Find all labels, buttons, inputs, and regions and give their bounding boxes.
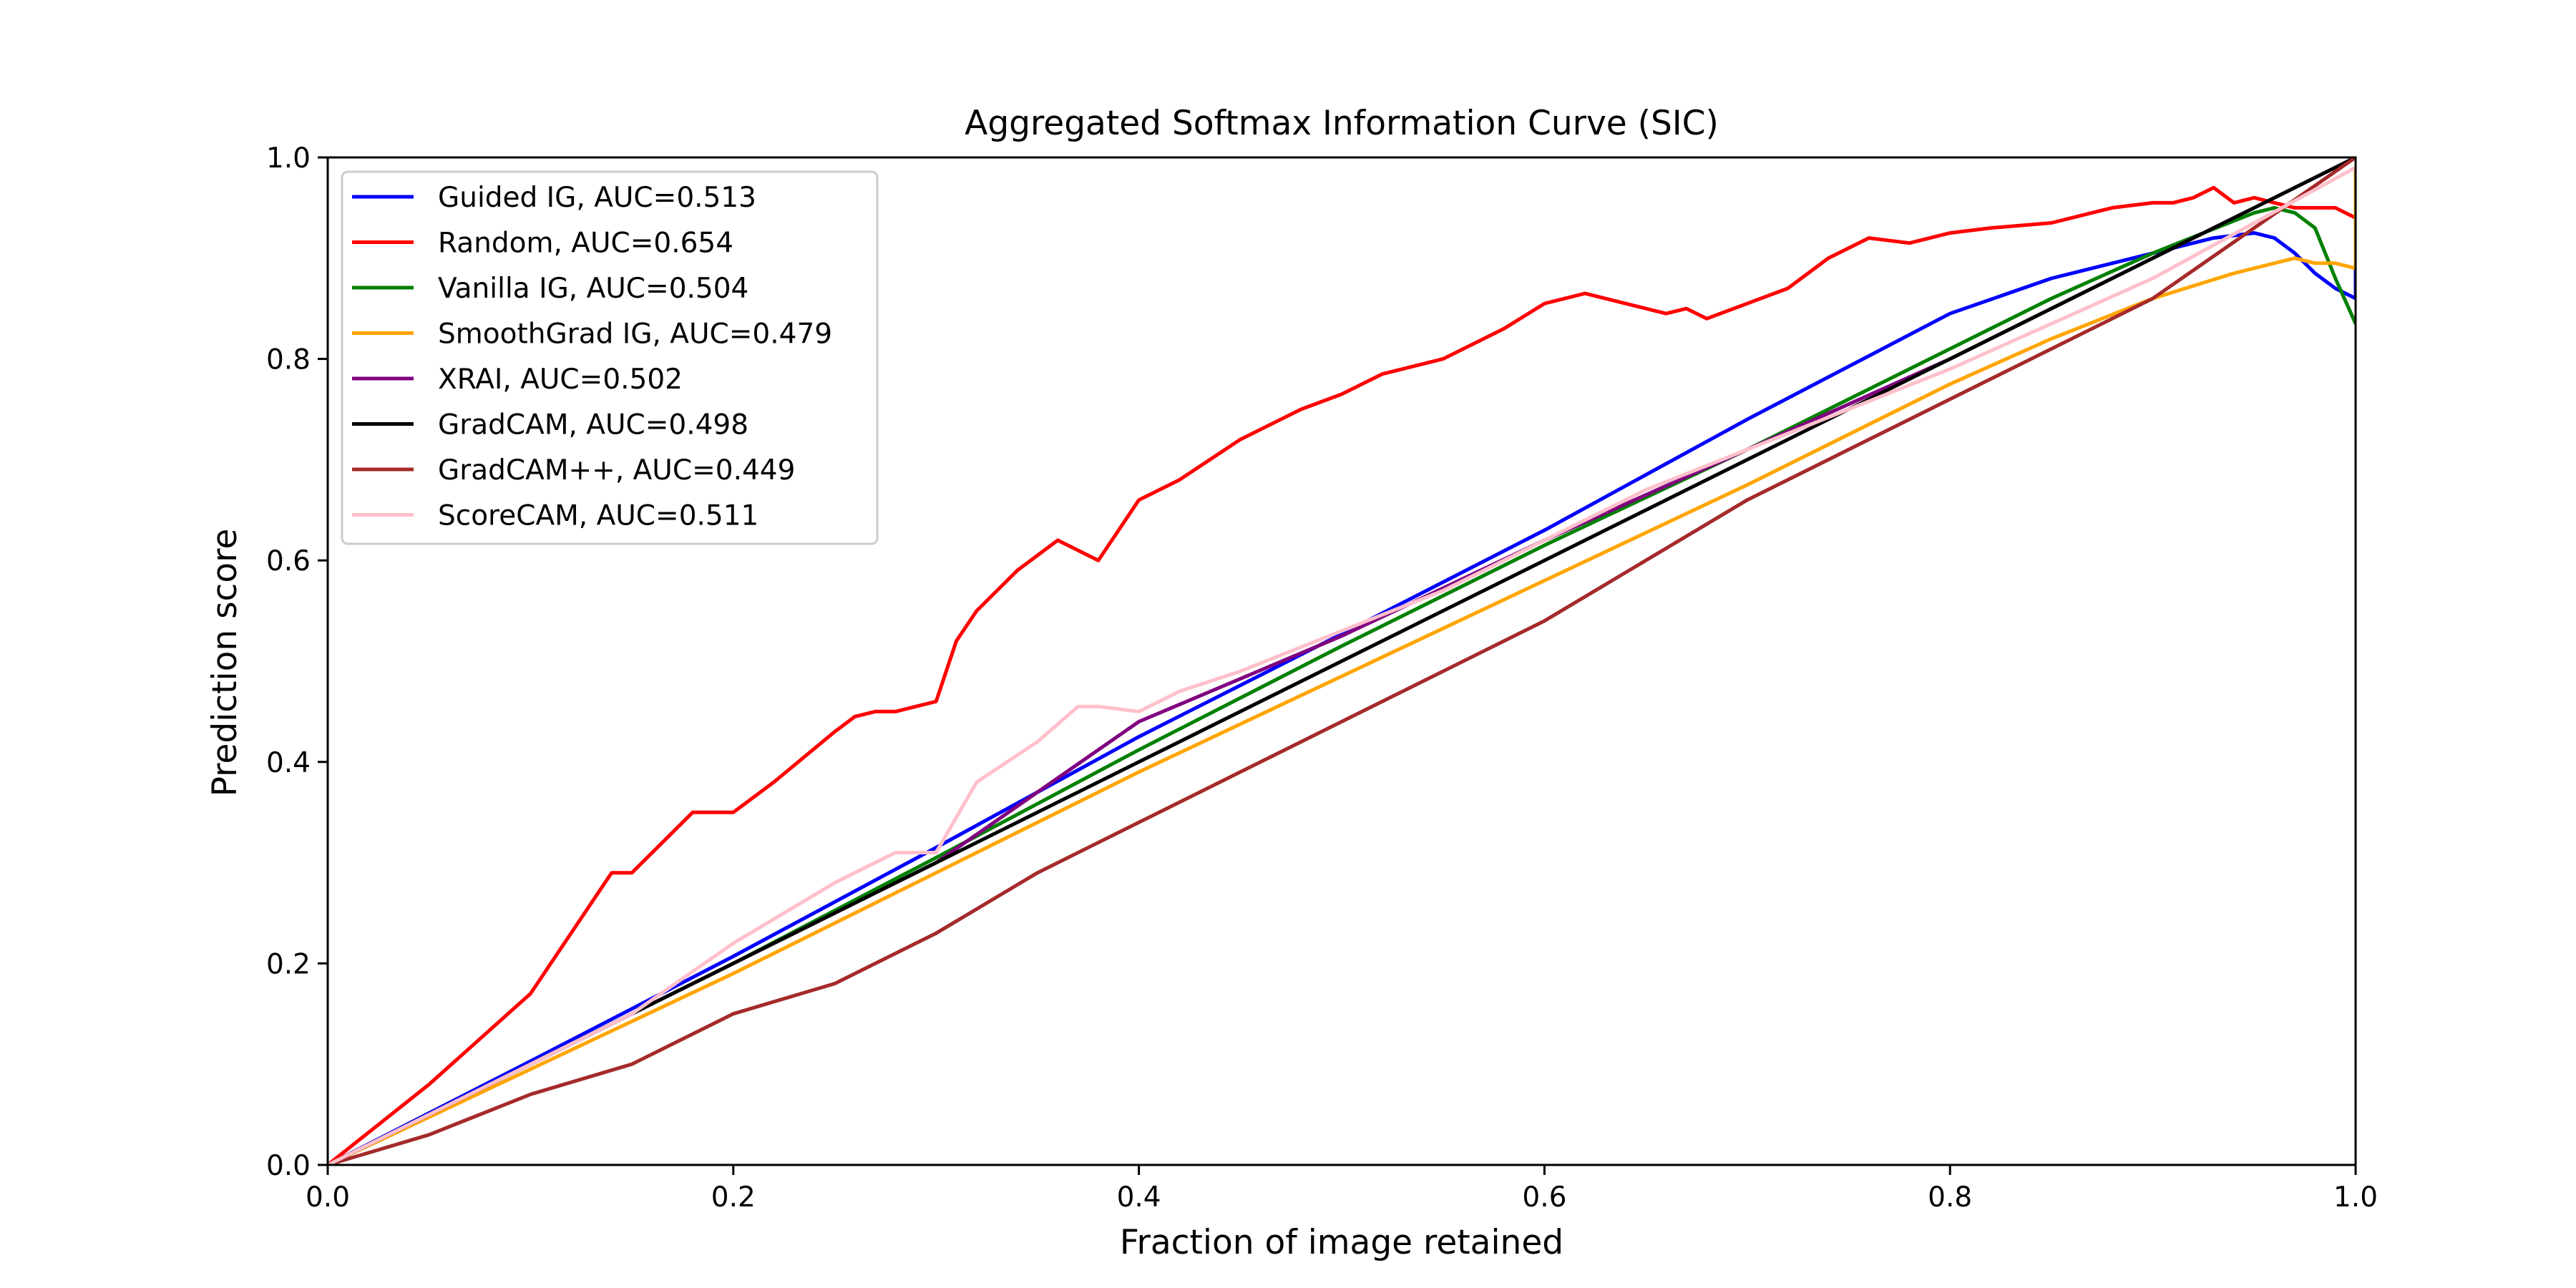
series-line-vanilla-ig (328, 205, 2356, 1165)
series-line-gradcam (328, 157, 2356, 1165)
x-tick-label: 1.0 (2333, 1181, 2378, 1214)
legend-label: XRAI, AUC=0.502 (438, 364, 683, 396)
legend-label: ScoreCAM, AUC=0.511 (438, 500, 758, 532)
x-axis-label: Fraction of image retained (1120, 1223, 1563, 1262)
legend-label: Vanilla IG, AUC=0.504 (438, 273, 748, 305)
x-tick-label: 0.4 (1117, 1181, 1161, 1214)
legend-label: SmoothGrad IG, AUC=0.479 (438, 318, 832, 351)
series-line-smoothgrad-ig (328, 165, 2356, 1165)
x-tick-label: 0.2 (711, 1181, 756, 1214)
legend: Guided IG, AUC=0.513 Random, AUC=0.654 Van… (341, 170, 879, 545)
y-axis-label: Prediction score (205, 529, 245, 797)
legend-label: Guided IG, AUC=0.513 (438, 182, 756, 214)
y-tick-label: 0.2 (266, 948, 311, 980)
y-tick-label: 0.0 (266, 1150, 311, 1182)
y-tick-label: 1.0 (266, 142, 311, 175)
x-tick-label: 0.8 (1928, 1181, 1972, 1214)
series-line-guided-ig (328, 205, 2356, 1165)
series-line-random (328, 185, 2356, 1165)
y-tick-label: 0.8 (266, 344, 311, 376)
series-lines (328, 157, 2356, 1165)
y-tick-label: 0.6 (266, 545, 311, 577)
y-tick-label: 0.4 (266, 747, 311, 779)
legend-label: GradCAM, AUC=0.498 (438, 409, 748, 441)
legend-label: GradCAM++, AUC=0.449 (438, 454, 795, 487)
x-tick-label: 0.0 (306, 1181, 350, 1214)
legend-box (341, 170, 879, 545)
plot-frame (326, 156, 2357, 1166)
legend-label: Random, AUC=0.654 (438, 228, 733, 260)
series-line-gradcam (328, 157, 2356, 1165)
series-line-scorecam (328, 165, 2356, 1165)
chart-title: Aggregated Softmax Information Curve (SI… (965, 104, 1719, 143)
x-tick-label: 0.6 (1522, 1181, 1566, 1214)
